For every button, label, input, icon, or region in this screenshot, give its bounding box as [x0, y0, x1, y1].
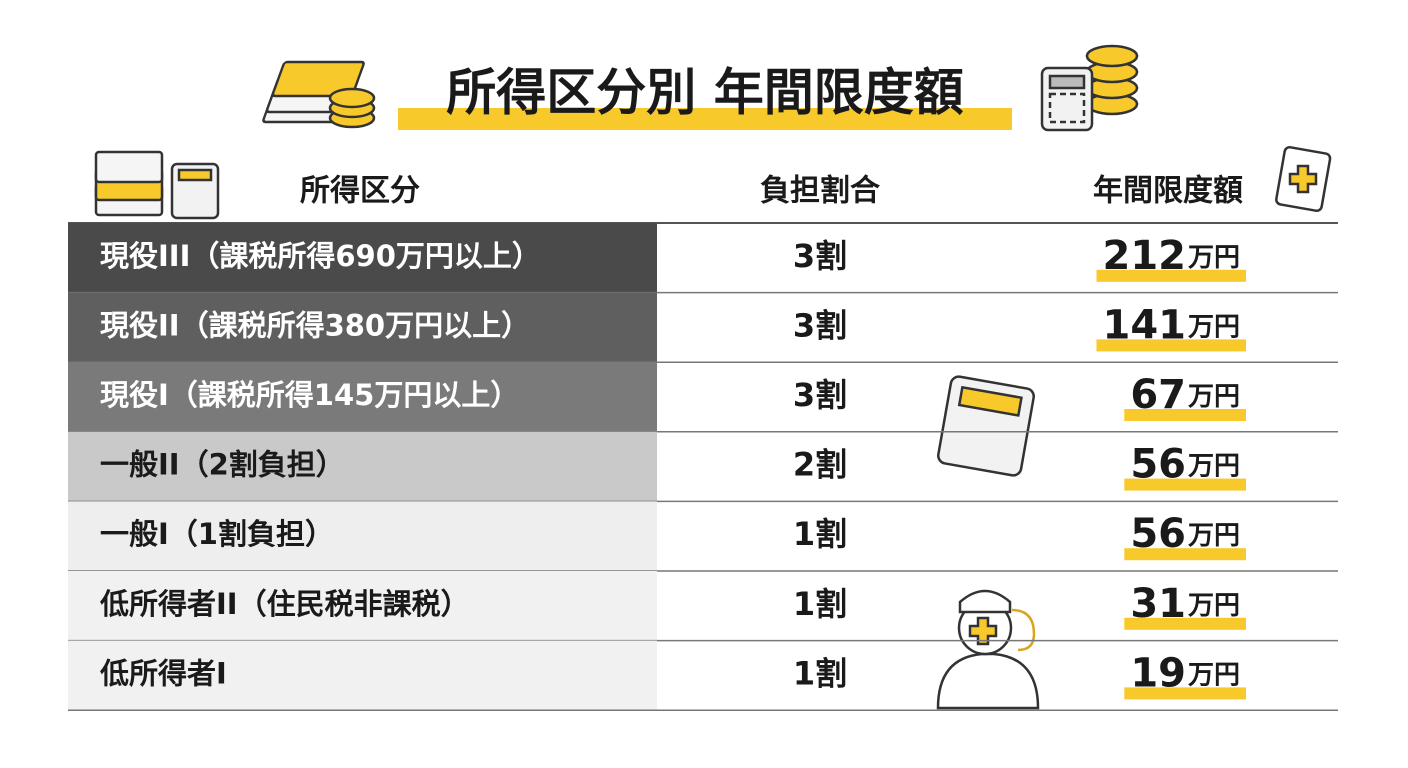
unit: 万円 [1188, 660, 1240, 690]
amount-cell: 67万円 [1130, 372, 1240, 418]
calculator-icon [937, 375, 1035, 477]
category-cell [68, 501, 657, 571]
calculator-coins-icon [1040, 44, 1139, 132]
amount: 212 [1102, 233, 1186, 279]
category-cell [68, 431, 657, 502]
category: 低所得者I [99, 656, 227, 690]
category: 一般II（2割負担） [100, 448, 345, 482]
ratio: 3割 [793, 376, 847, 414]
amount-highlight [1096, 339, 1246, 352]
category-cell [68, 223, 657, 293]
category: 現役I（課税所得145万円以上） [100, 378, 519, 412]
amount: 67 [1130, 372, 1186, 418]
category: 一般I（1割負担） [100, 517, 334, 551]
amount-cell: 56万円 [1130, 511, 1240, 557]
amount: 141 [1102, 302, 1186, 348]
amount: 19 [1130, 650, 1186, 696]
category: 低所得者II（住民税非課税） [99, 587, 470, 621]
amount-highlight [1124, 687, 1246, 700]
amount-highlight [1124, 548, 1246, 561]
unit: 万円 [1188, 242, 1240, 272]
amount-highlight [1096, 269, 1246, 282]
amount-cell: 56万円 [1130, 442, 1240, 488]
column-header: 所得区分 [300, 174, 420, 209]
category-cell [68, 640, 657, 711]
ratio: 3割 [793, 237, 847, 275]
column-header: 負担割合 [760, 174, 880, 209]
amount: 56 [1130, 442, 1186, 488]
ratio: 1割 [793, 654, 847, 692]
amount-highlight [1124, 409, 1246, 421]
ratio: 1割 [793, 585, 847, 623]
unit: 万円 [1188, 521, 1240, 551]
amount-cell: 141万円 [1102, 302, 1240, 348]
amount-cell: 31万円 [1130, 581, 1240, 627]
money-icon [262, 60, 376, 129]
column-header: 年間限度額 [1093, 174, 1243, 209]
title: 所得区分別 年間限度額 [446, 64, 963, 122]
category: 現役III（課税所得690万円以上） [100, 239, 541, 273]
clipboard-icon [1275, 146, 1332, 213]
amount-cell: 212万円 [1102, 233, 1240, 279]
unit: 万円 [1188, 590, 1240, 620]
amount: 56 [1130, 511, 1186, 557]
amount: 31 [1130, 581, 1186, 627]
ratio: 3割 [793, 306, 847, 344]
category: 現役II（課税所得380万円以上） [100, 308, 530, 342]
unit: 万円 [1188, 312, 1240, 342]
category-cell [68, 362, 657, 432]
amount-cell: 19万円 [1130, 650, 1240, 696]
title-highlight [398, 108, 1012, 130]
unit: 万円 [1188, 451, 1240, 481]
category-cell [68, 571, 657, 641]
category-cell [68, 292, 657, 363]
amount-highlight [1124, 617, 1246, 630]
header-money-icon [94, 150, 220, 220]
amount-highlight [1124, 478, 1246, 491]
ratio: 2割 [793, 446, 847, 484]
unit: 万円 [1188, 382, 1240, 412]
ratio: 1割 [793, 515, 847, 553]
